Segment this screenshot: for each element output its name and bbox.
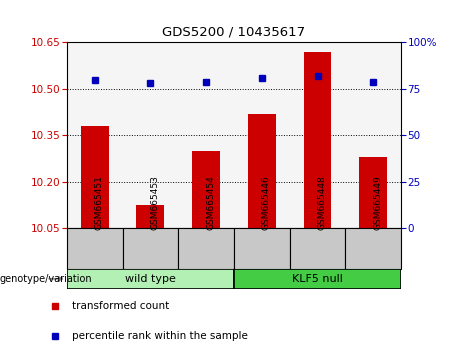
Bar [192,151,220,228]
Bar [67,269,234,289]
Bar [67,228,123,269]
Text: GSM665453: GSM665453 [150,176,160,230]
Bar [290,228,345,269]
Bar [136,205,164,228]
Bar [234,228,290,269]
Text: KLF5 null: KLF5 null [292,274,343,284]
Bar [359,157,387,228]
Text: GSM665449: GSM665449 [373,176,382,230]
Text: GSM665451: GSM665451 [95,176,104,230]
Text: GSM665446: GSM665446 [262,176,271,230]
Text: transformed count: transformed count [72,301,170,312]
Text: wild type: wild type [125,274,176,284]
Text: GSM665454: GSM665454 [206,176,215,230]
Bar [81,126,109,228]
Bar [304,52,331,228]
Text: percentile rank within the sample: percentile rank within the sample [72,331,248,341]
Text: GSM665448: GSM665448 [318,176,326,230]
Bar [248,114,276,228]
Bar [123,228,178,269]
Bar [178,228,234,269]
Bar [345,228,401,269]
Title: GDS5200 / 10435617: GDS5200 / 10435617 [162,25,306,39]
Text: genotype/variation: genotype/variation [0,274,93,284]
Bar [234,269,401,289]
